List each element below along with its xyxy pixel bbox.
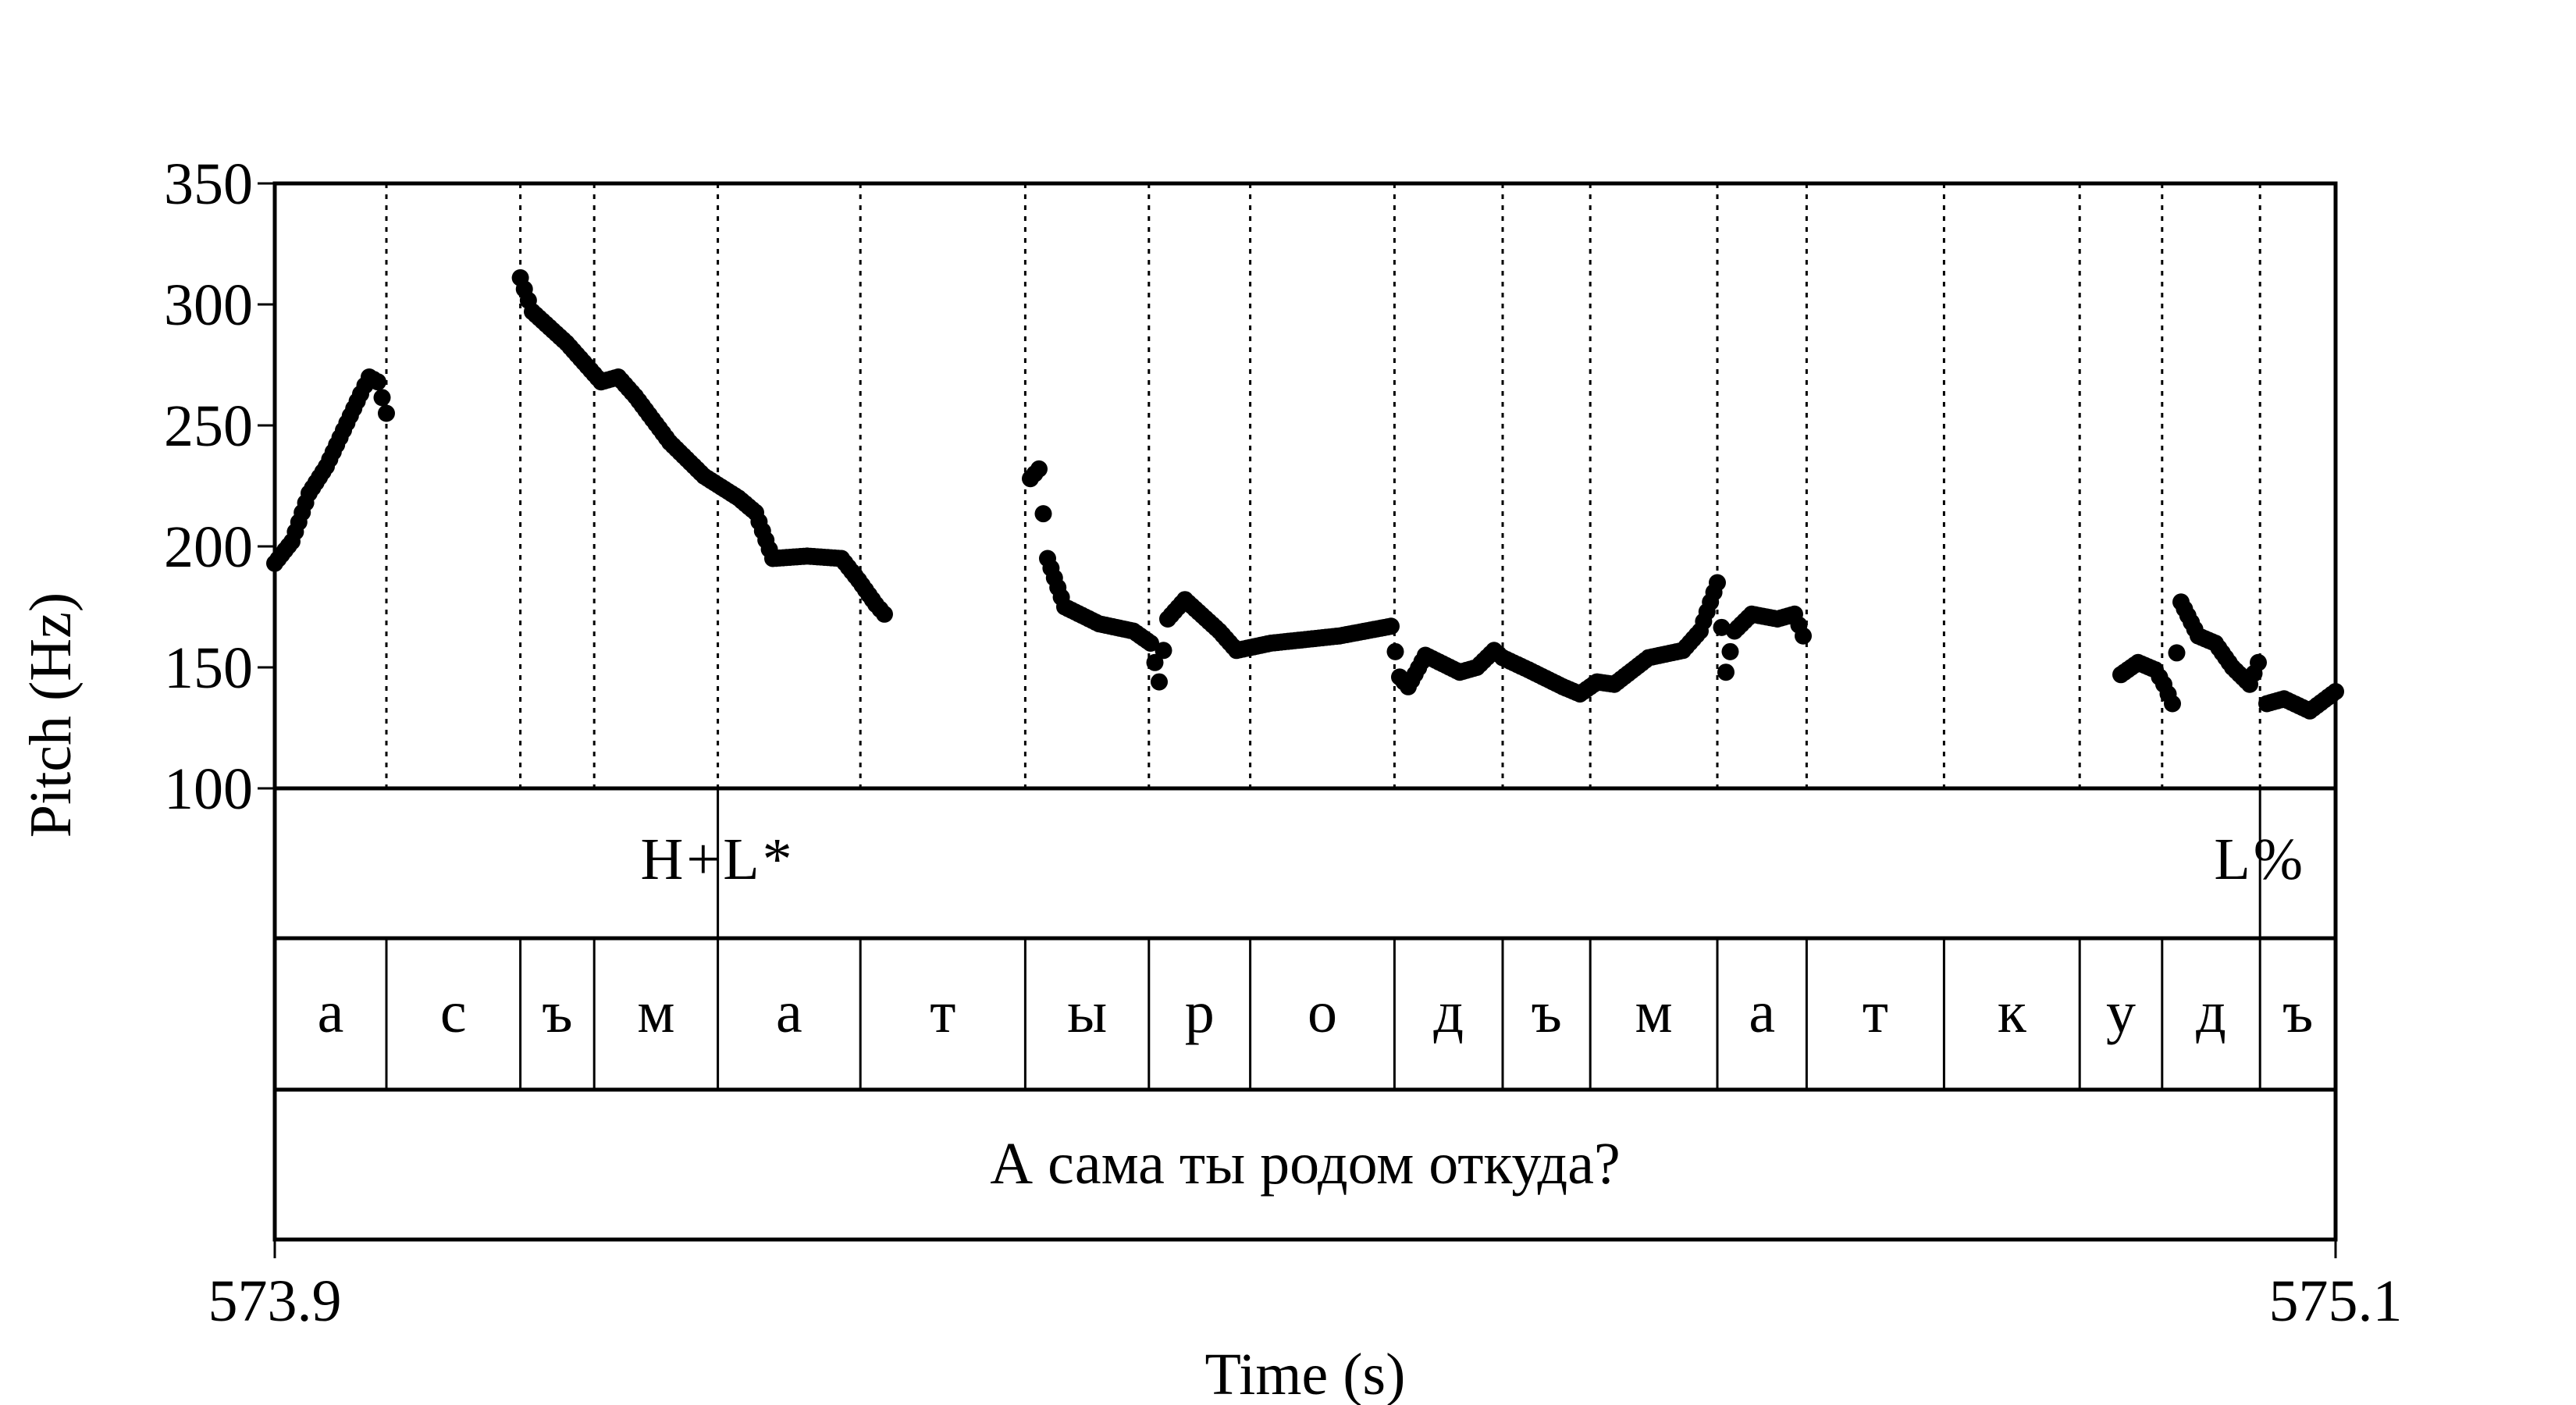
tone-tier	[272, 786, 2338, 941]
pitch-point	[876, 605, 893, 623]
y-tick-label: 300	[164, 272, 253, 338]
pitch-point	[1151, 673, 1168, 691]
segment-boundary-guides	[385, 183, 2261, 788]
pitch-point	[369, 373, 386, 391]
segment-label: д	[2196, 980, 2226, 1045]
pitch-point	[1717, 663, 1735, 681]
segment-label: а	[1749, 980, 1775, 1045]
pitch-point	[373, 389, 391, 407]
x-tick-label-start: 573.9	[208, 1268, 342, 1334]
tone-label: H+L*	[641, 827, 795, 892]
segment-label: к	[1998, 980, 2026, 1045]
pitch-point	[1709, 574, 1726, 592]
segment-label: д	[1433, 980, 1464, 1045]
segment-label: м	[1635, 980, 1673, 1045]
pitch-point	[1142, 635, 1159, 652]
pitch-point	[1030, 460, 1048, 478]
x-tick-label-end: 575.1	[2269, 1268, 2403, 1334]
pitch-point	[2168, 644, 2186, 662]
pitch-point	[2250, 653, 2267, 671]
pitch-point	[2164, 695, 2181, 713]
y-tick-label: 200	[164, 514, 253, 580]
x-axis: 573.9 575.1 Time (s)	[208, 1240, 2403, 1405]
segment-label: у	[2106, 980, 2136, 1045]
pitch-point	[1713, 618, 1731, 636]
segment-label: р	[1185, 980, 1215, 1045]
tone-labels: H+L* L%	[641, 788, 2306, 938]
y-axis-ticks: 100 150 200 250 300 350	[164, 151, 275, 822]
pitch-plot-area: 100 150 200 250 300 350	[164, 151, 2344, 822]
segment-label: т	[930, 980, 955, 1045]
pitch-point	[1795, 627, 1812, 645]
segment-label: ъ	[2282, 980, 2313, 1045]
segment-label: о	[1308, 980, 1337, 1045]
segment-label: т	[1863, 980, 1888, 1045]
tone-label: L%	[2214, 827, 2306, 892]
y-tick-label: 150	[164, 635, 253, 701]
segment-label: м	[637, 980, 674, 1045]
segment-label: ы	[1067, 980, 1107, 1045]
x-axis-label: Time (s)	[1205, 1342, 1406, 1405]
y-tick-label: 350	[164, 151, 253, 217]
pitch-point	[1034, 505, 1052, 523]
pitch-point	[1146, 653, 1164, 671]
y-tick-label: 100	[164, 756, 253, 822]
pitch-panel-frame	[272, 181, 2338, 791]
y-tick-label: 250	[164, 393, 253, 459]
segment-label: а	[318, 980, 344, 1045]
pitch-point	[378, 404, 395, 422]
sentence-tier	[272, 1087, 2338, 1242]
segment-label: а	[776, 980, 802, 1045]
segment-label: ъ	[1531, 980, 1561, 1045]
segment-label: ъ	[542, 980, 572, 1045]
segment-tier	[272, 936, 2338, 1092]
pitch-point	[1382, 617, 1400, 635]
sentence-label: А сама ты родом откуда?	[990, 1131, 1620, 1197]
y-axis-label: Pitch (Hz)	[18, 592, 84, 838]
segment-label: с	[440, 980, 467, 1045]
pitch-point	[1155, 642, 1172, 660]
pitch-points	[266, 269, 2344, 720]
pitch-point	[1386, 642, 1404, 660]
pitch-point	[1721, 642, 1739, 660]
